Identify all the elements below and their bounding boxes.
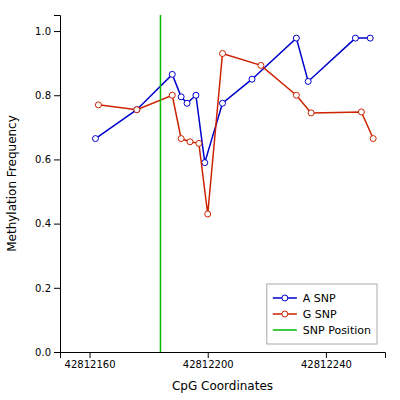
point: [220, 51, 226, 57]
tick-label: 42812240: [301, 359, 352, 370]
legend-label: G SNP: [303, 308, 337, 321]
chart: 42812160 42812200 42812240 0.0 0.2 0.4 0.6 0.8 1…: [0, 0, 400, 400]
y-axis-title: Methylation Frequency: [5, 115, 19, 252]
point: [367, 35, 373, 41]
tick-label: 0.2: [35, 283, 51, 294]
tick-mark: [208, 352, 209, 358]
tick-label: 42812200: [183, 359, 234, 370]
legend-marker: [282, 295, 288, 301]
marks: [92, 15, 376, 352]
legend-marker: [282, 311, 288, 317]
axis-line: [61, 353, 386, 359]
point: [352, 35, 358, 41]
tick-label: 0.6: [35, 154, 51, 165]
tick-mark: [326, 352, 327, 358]
point: [184, 100, 190, 106]
point: [305, 78, 311, 84]
point: [134, 107, 140, 113]
y-axis: 0.0 0.2 0.4 0.6 0.8 1.0: [35, 16, 60, 358]
tick-mark: [54, 159, 60, 160]
tick-mark: [54, 352, 60, 353]
legend-item: A SNP: [273, 292, 336, 305]
point: [370, 136, 376, 142]
point: [220, 100, 226, 106]
tick: 0.0: [35, 347, 60, 358]
legend: A SNP G SNP SNP Position: [267, 284, 377, 344]
point: [358, 109, 364, 115]
tick-mark: [54, 95, 60, 96]
point: [293, 35, 299, 41]
tick: 0.2: [35, 283, 60, 294]
legend-swatch: [273, 329, 297, 331]
tick-label: 0.4: [35, 218, 51, 229]
tick: 0.6: [35, 154, 60, 165]
point: [187, 139, 193, 145]
tick-mark: [54, 31, 60, 32]
tick-label: 0.8: [35, 90, 51, 101]
point: [169, 92, 175, 98]
tick: 0.4: [35, 218, 60, 229]
point: [293, 92, 299, 98]
legend-box: [267, 284, 377, 344]
plot: 42812160 42812200 42812240 0.0 0.2 0.4 0.6 0.8 1…: [5, 15, 386, 393]
legend-item: G SNP: [273, 308, 337, 321]
point: [92, 136, 98, 142]
point: [205, 211, 211, 217]
legend-label: A SNP: [303, 292, 336, 305]
point: [202, 160, 208, 166]
tick: 42812240: [301, 352, 352, 370]
tick-mark: [54, 224, 60, 225]
point: [308, 110, 314, 116]
legend-item: SNP Position: [273, 324, 371, 337]
point: [178, 136, 184, 142]
point: [258, 62, 264, 68]
tick: 42812200: [183, 352, 234, 370]
tick-label: 0.0: [35, 347, 51, 358]
point: [169, 71, 175, 77]
tick-mark: [90, 352, 91, 358]
point: [193, 92, 199, 98]
tick: 0.8: [35, 90, 60, 101]
point: [249, 76, 255, 82]
tick: 42812160: [65, 352, 116, 370]
x-axis: 42812160 42812200 42812240: [61, 352, 386, 370]
tick-mark: [54, 288, 60, 289]
point: [95, 102, 101, 108]
point: [134, 107, 140, 113]
reference-line: [160, 15, 162, 352]
series-line: [98, 54, 373, 214]
legend-label: SNP Position: [303, 324, 371, 337]
axis-line: [54, 16, 61, 353]
point: [178, 94, 184, 100]
tick-label: 42812160: [65, 359, 116, 370]
point: [196, 140, 202, 146]
x-axis-title: CpG Coordinates: [172, 379, 273, 393]
tick-label: 1.0: [35, 26, 51, 37]
tick: 1.0: [35, 26, 60, 37]
